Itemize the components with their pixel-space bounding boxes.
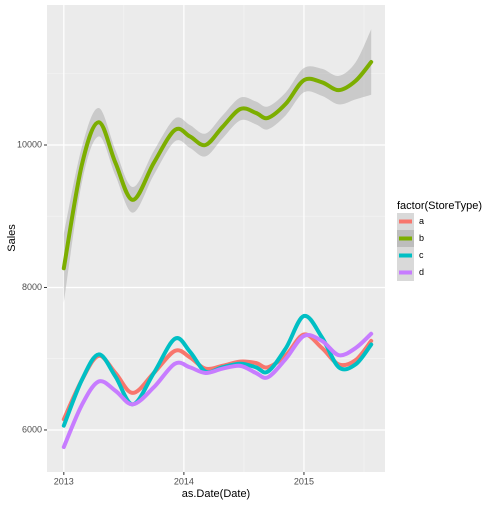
legend-title: factor(StoreType) <box>397 200 482 212</box>
confidence-band <box>63 29 372 303</box>
x-axis-title: as.Date(Date) <box>182 488 250 500</box>
x-tick-label: 2013 <box>54 476 74 486</box>
y-tick-label: 6000 <box>22 424 42 434</box>
y-tick-label: 8000 <box>22 282 42 292</box>
legend-label: d <box>419 267 424 277</box>
x-tick-label: 2014 <box>174 476 194 486</box>
y-tick-label: 10000 <box>17 139 42 149</box>
y-axis-title: Sales <box>6 224 18 252</box>
legend-label: b <box>419 233 424 243</box>
series-line <box>61 331 374 450</box>
x-tick-label: 2015 <box>294 476 314 486</box>
panel <box>47 5 385 472</box>
series-line <box>61 59 374 271</box>
legend-label: a <box>419 216 424 226</box>
legend-label: c <box>419 250 424 260</box>
